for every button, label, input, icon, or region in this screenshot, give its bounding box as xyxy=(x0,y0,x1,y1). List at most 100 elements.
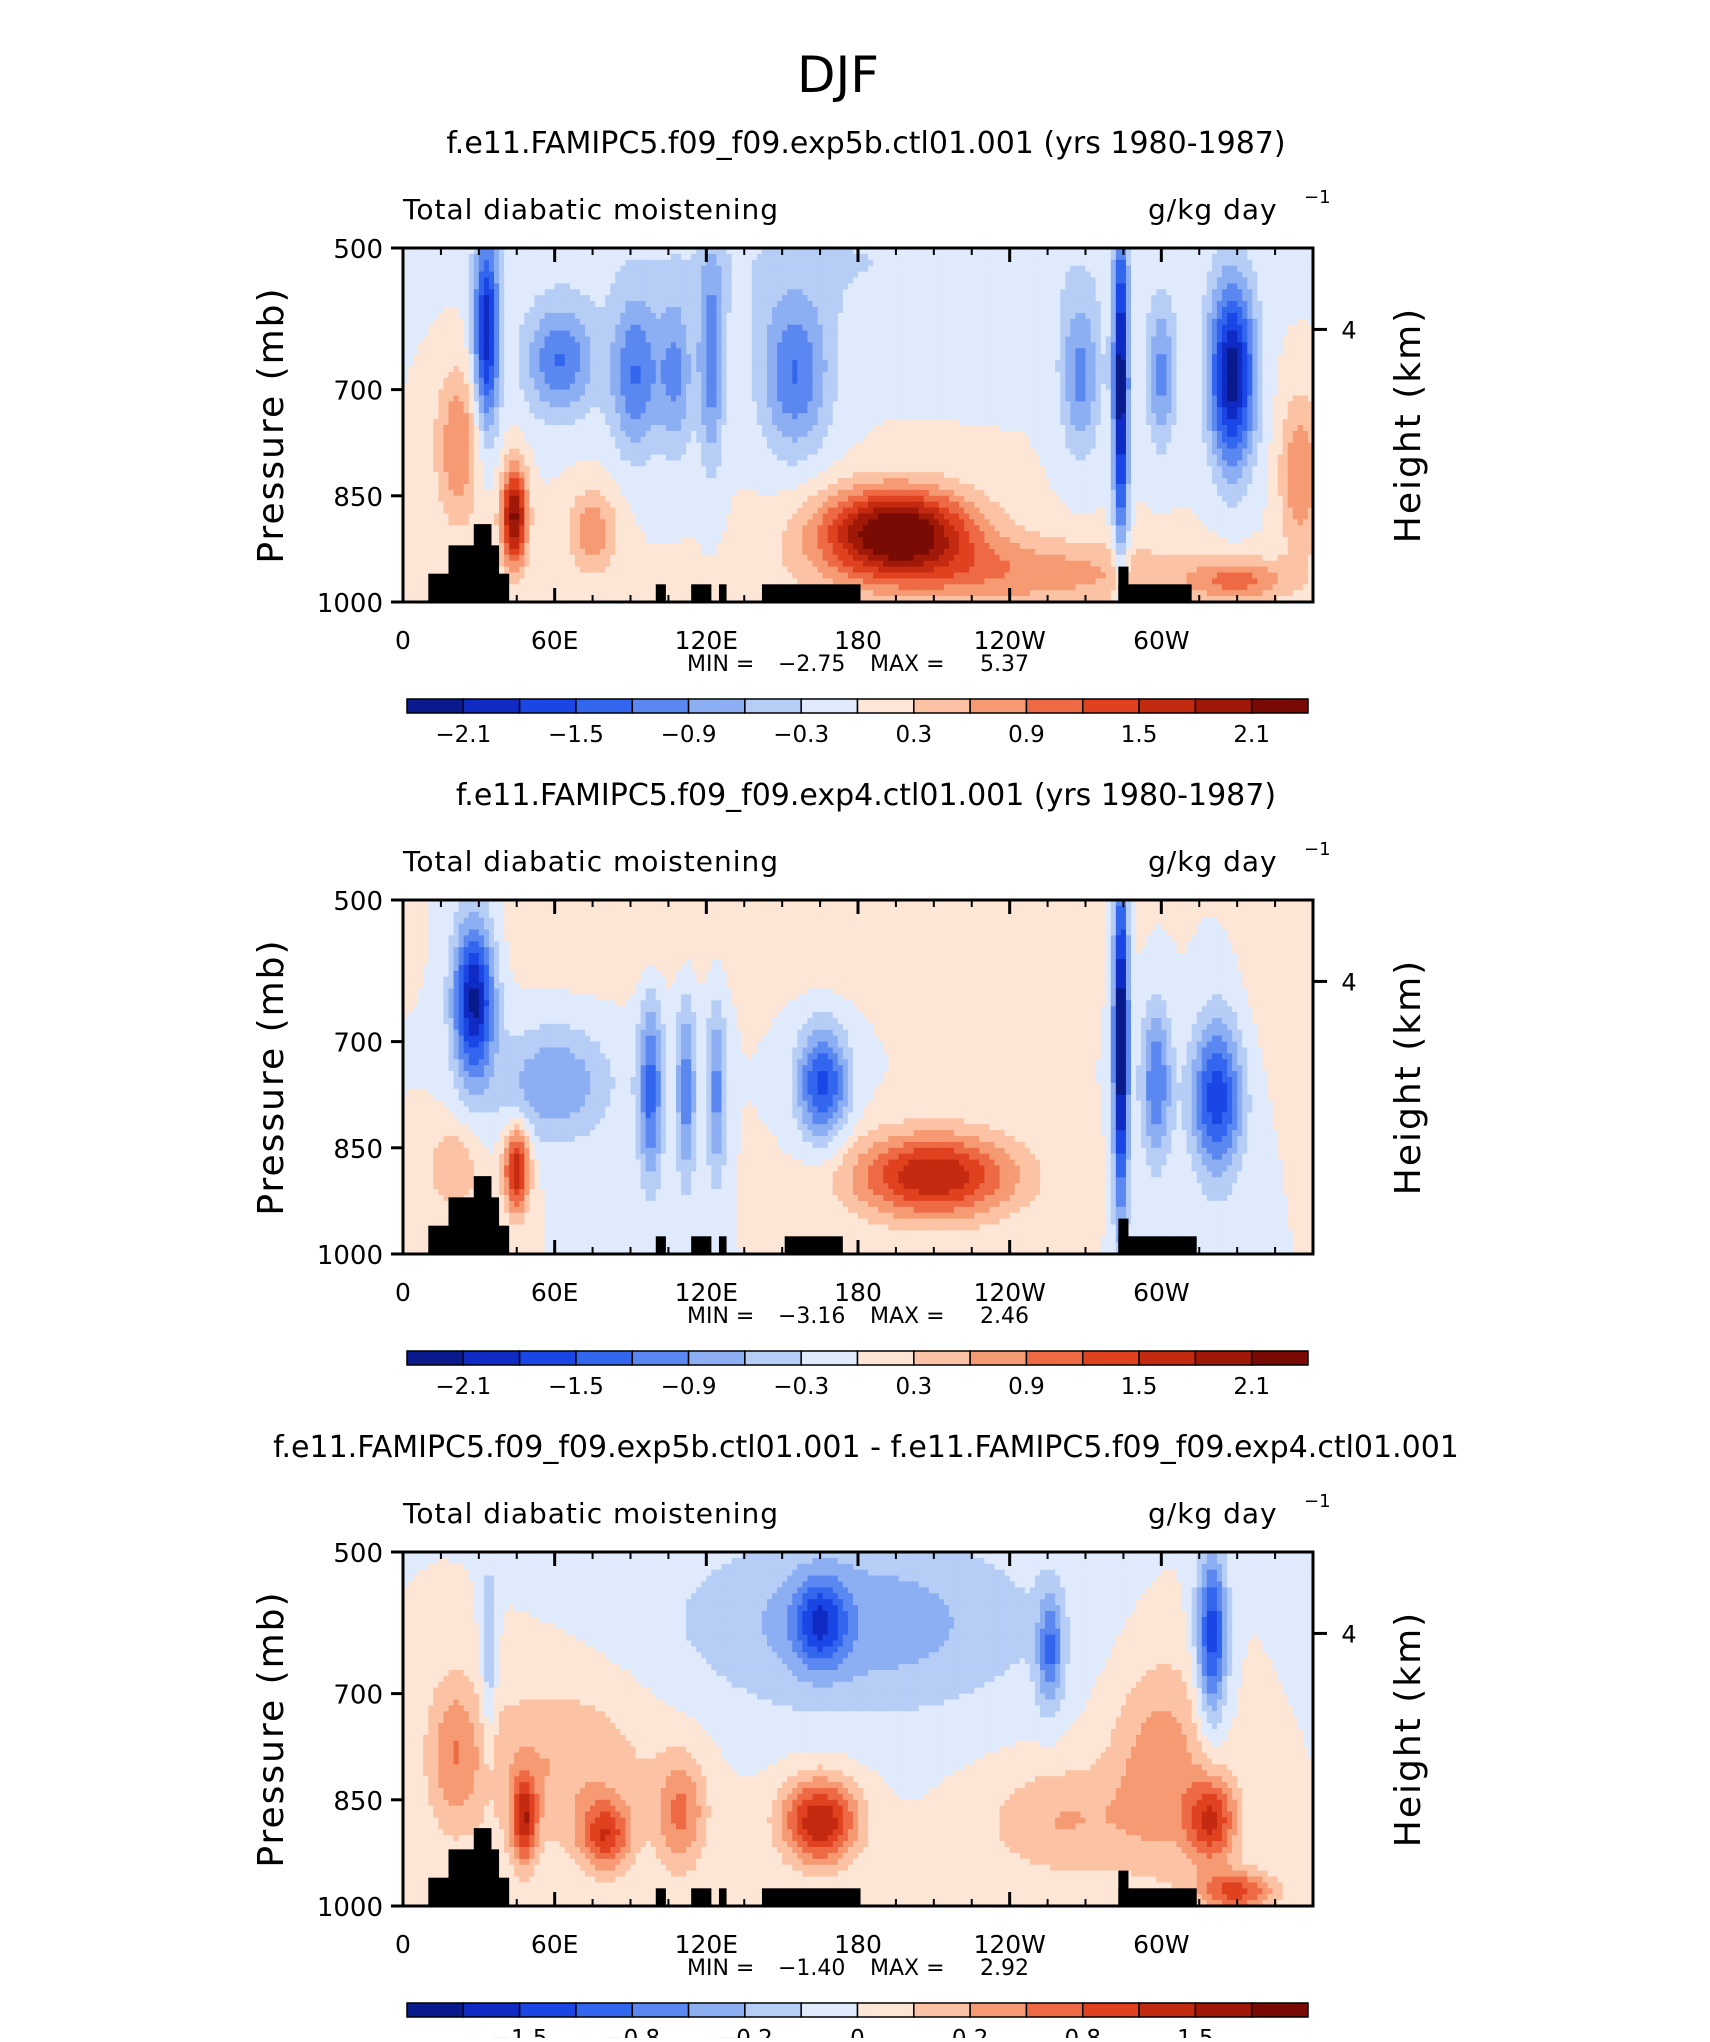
heatmap-cell xyxy=(488,277,495,284)
heatmap-cell xyxy=(701,295,707,302)
heatmap-cell xyxy=(746,295,753,302)
heatmap-cell xyxy=(1055,407,1061,414)
heatmap-cell xyxy=(443,318,450,326)
heatmap-cell xyxy=(660,259,667,267)
heatmap-cell xyxy=(590,383,596,391)
heatmap-cell xyxy=(863,360,869,367)
heatmap-cell xyxy=(488,389,495,397)
heatmap-cell xyxy=(448,265,455,273)
heatmap-cell xyxy=(1120,348,1127,355)
heatmap-cell xyxy=(1040,271,1046,279)
heatmap-cell xyxy=(595,360,601,367)
heatmap-cell xyxy=(782,377,788,385)
heatmap-cell xyxy=(458,312,465,320)
heatmap-cell xyxy=(574,354,581,361)
heatmap-cell xyxy=(1186,383,1193,391)
heatmap-cell xyxy=(630,324,637,332)
heatmap-cell xyxy=(681,312,687,320)
heatmap-cell xyxy=(1131,295,1137,302)
heatmap-cell xyxy=(600,248,606,255)
heatmap-cell xyxy=(670,360,677,367)
heatmap-cell xyxy=(812,348,819,355)
heatmap-cell xyxy=(954,271,960,279)
heatmap-cell xyxy=(478,366,485,373)
heatmap-cell xyxy=(569,283,576,290)
heatmap-cell xyxy=(878,336,884,343)
heatmap-cell xyxy=(1029,383,1036,391)
heatmap-cell xyxy=(665,383,672,391)
heatmap-cell xyxy=(706,265,712,273)
heatmap-cell xyxy=(1146,295,1152,302)
heatmap-cell xyxy=(1045,271,1051,279)
heatmap-cell xyxy=(529,253,536,261)
heatmap-cell xyxy=(898,318,905,326)
heatmap-cell xyxy=(1004,395,1011,402)
heatmap-cell xyxy=(913,277,920,284)
heatmap-cell xyxy=(625,307,632,314)
heatmap-cell xyxy=(989,324,996,332)
heatmap-cell xyxy=(478,395,485,402)
heatmap-cell xyxy=(413,383,419,391)
heatmap-cell xyxy=(640,360,647,367)
heatmap-cell xyxy=(610,360,616,367)
heatmap-cell xyxy=(605,324,611,332)
heatmap-cell xyxy=(569,271,576,279)
heatmap-cell xyxy=(579,371,586,379)
heatmap-cell xyxy=(777,407,783,414)
heatmap-cell xyxy=(1050,360,1056,367)
heatmap-cell xyxy=(1216,401,1223,408)
heatmap-cell xyxy=(817,371,824,379)
heatmap-cell xyxy=(959,407,965,414)
heatmap-cell xyxy=(1227,271,1233,279)
heatmap-cell xyxy=(488,265,495,273)
heatmap-cell xyxy=(413,395,419,402)
heatmap-cell xyxy=(1307,401,1314,408)
heatmap-cell xyxy=(574,366,581,373)
heatmap-cell xyxy=(858,407,864,414)
heatmap-cell xyxy=(898,366,905,373)
heatmap-cell xyxy=(923,354,930,361)
heatmap-cell xyxy=(1080,259,1087,267)
heatmap-cell xyxy=(797,295,803,302)
heatmap-cell xyxy=(1297,312,1304,320)
heatmap-cell xyxy=(579,348,586,355)
heatmap-cell xyxy=(721,265,728,273)
heatmap-cell xyxy=(468,336,475,343)
heatmap-cell xyxy=(403,377,409,385)
heatmap-cell xyxy=(863,295,869,302)
heatmap-cell xyxy=(499,371,505,379)
heatmap-cell xyxy=(655,318,662,326)
heatmap-cell xyxy=(696,389,702,397)
heatmap-cell xyxy=(1272,324,1279,332)
heatmap-cell xyxy=(787,383,793,391)
heatmap-cell xyxy=(499,301,505,308)
heatmap-cell xyxy=(1242,330,1248,338)
heatmap-cell xyxy=(408,259,414,267)
heatmap-cell xyxy=(1171,265,1178,273)
heatmap-cell xyxy=(913,354,920,361)
heatmap-cell xyxy=(559,366,566,373)
heatmap-cell xyxy=(802,401,809,408)
heatmap-cell xyxy=(711,283,718,290)
heatmap-cell xyxy=(1166,371,1173,379)
heatmap-cell xyxy=(959,301,965,308)
heatmap-cell xyxy=(564,401,571,408)
heatmap-cell xyxy=(625,354,632,361)
heatmap-cell xyxy=(549,253,556,261)
heatmap-cell xyxy=(802,318,809,326)
heatmap-cell xyxy=(635,342,642,349)
heatmap-cell xyxy=(1090,389,1097,397)
heatmap-cell xyxy=(509,265,515,273)
heatmap-cell xyxy=(1252,312,1258,320)
heatmap-cell xyxy=(478,307,485,314)
heatmap-cell xyxy=(1252,371,1258,379)
heatmap-cell xyxy=(408,366,414,373)
heatmap-cell xyxy=(893,336,900,343)
heatmap-cell xyxy=(1186,377,1193,385)
heatmap-cell xyxy=(423,407,429,414)
heatmap-cell xyxy=(443,324,450,332)
heatmap-cell xyxy=(691,342,697,349)
heatmap-cell xyxy=(706,283,712,290)
heatmap-cell xyxy=(928,342,935,349)
heatmap-cell xyxy=(1196,366,1203,373)
